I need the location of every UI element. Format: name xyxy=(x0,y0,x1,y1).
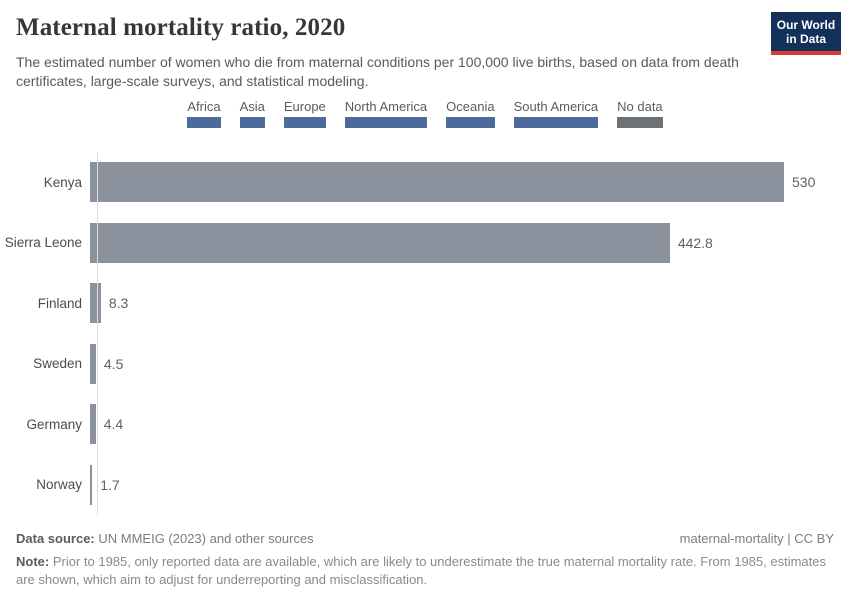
owid-logo-line1: Our World xyxy=(776,18,836,32)
bar-track: 1.7 xyxy=(90,455,850,516)
bar-chart: Kenya 530 Sierra Leone 442.8 Finland 8.3 Swede… xyxy=(0,152,850,515)
bar-germany[interactable] xyxy=(90,404,96,445)
bar-value: 530 xyxy=(792,174,816,191)
bar-value: 8.3 xyxy=(108,295,129,312)
y-axis-line xyxy=(97,152,98,515)
legend-item-north-america[interactable]: North America xyxy=(344,99,428,128)
bar-track: 4.5 xyxy=(90,334,850,395)
legend-swatch xyxy=(344,117,428,128)
country-label: Finland xyxy=(37,295,82,311)
legend-item-africa[interactable]: Africa xyxy=(187,99,221,128)
table-row: Finland 8.3 xyxy=(0,273,850,334)
legend-label: Europe xyxy=(283,99,326,114)
bar-norway[interactable] xyxy=(90,464,93,505)
legend-swatch xyxy=(617,117,663,128)
bar-kenya[interactable] xyxy=(90,162,784,203)
data-source: Data source: UN MMEIG (2023) and other s… xyxy=(16,531,314,546)
table-row: Kenya 530 xyxy=(0,152,850,213)
owid-logo-line2: in Data xyxy=(785,32,826,46)
chart-subtitle: The estimated number of women who die fr… xyxy=(16,54,739,89)
note-text: Prior to 1985, only reported data are av… xyxy=(16,554,826,587)
legend-label: No data xyxy=(617,99,663,114)
table-row: Norway 1.7 xyxy=(0,455,850,516)
chart-rows: Kenya 530 Sierra Leone 442.8 Finland 8.3 Swede… xyxy=(0,152,850,515)
data-source-label: Data source: xyxy=(16,531,95,546)
page-title: Maternal mortality ratio, 2020 xyxy=(16,14,346,41)
note-label: Note: xyxy=(16,554,50,569)
legend-item-south-america[interactable]: South America xyxy=(513,99,599,128)
legend-swatch xyxy=(187,117,221,128)
bar-value: 442.8 xyxy=(677,234,713,251)
bar-value: 4.4 xyxy=(103,416,124,433)
legend-swatch xyxy=(283,117,326,128)
data-source-text: UN MMEIG (2023) and other sources xyxy=(94,531,314,546)
legend-swatch xyxy=(239,117,265,128)
bar-track: 530 xyxy=(90,152,850,213)
bar-track: 8.3 xyxy=(90,273,850,334)
legend: Africa Asia Europe North America Oceania Sout… xyxy=(0,99,850,128)
legend-item-asia[interactable]: Asia xyxy=(239,99,265,128)
legend-label: Asia xyxy=(239,99,265,114)
table-row: Sweden 4.5 xyxy=(0,334,850,395)
owid-logo[interactable]: Our World in Data xyxy=(771,12,841,55)
legend-swatch xyxy=(446,117,495,128)
legend-label: Oceania xyxy=(446,99,495,114)
legend-label: South America xyxy=(513,99,599,114)
legend-swatch xyxy=(513,117,599,128)
bar-finland[interactable] xyxy=(90,283,101,324)
table-row: Germany 4.4 xyxy=(0,394,850,455)
license-link[interactable]: maternal-mortality | CC BY xyxy=(679,531,834,546)
footer: Data source: UN MMEIG (2023) and other s… xyxy=(16,531,834,546)
table-row: Sierra Leone 442.8 xyxy=(0,213,850,274)
legend-item-oceania[interactable]: Oceania xyxy=(446,99,495,128)
legend-label: Africa xyxy=(187,99,221,114)
country-label: Sierra Leone xyxy=(4,235,82,251)
country-label: Germany xyxy=(26,416,82,432)
bar-sweden[interactable] xyxy=(90,343,96,384)
legend-item-no-data[interactable]: No data xyxy=(617,99,663,128)
country-label: Kenya xyxy=(43,174,82,190)
bar-value: 1.7 xyxy=(100,476,120,493)
legend-item-europe[interactable]: Europe xyxy=(283,99,326,128)
footer-note: Note: Prior to 1985, only reported data … xyxy=(16,553,834,588)
legend-label: North America xyxy=(344,99,428,114)
bar-sierra-leone[interactable] xyxy=(90,222,670,263)
bar-value: 4.5 xyxy=(103,355,124,372)
bar-track: 4.4 xyxy=(90,394,850,455)
bar-track: 442.8 xyxy=(90,213,850,274)
country-label: Sweden xyxy=(33,356,82,372)
country-label: Norway xyxy=(36,477,82,493)
